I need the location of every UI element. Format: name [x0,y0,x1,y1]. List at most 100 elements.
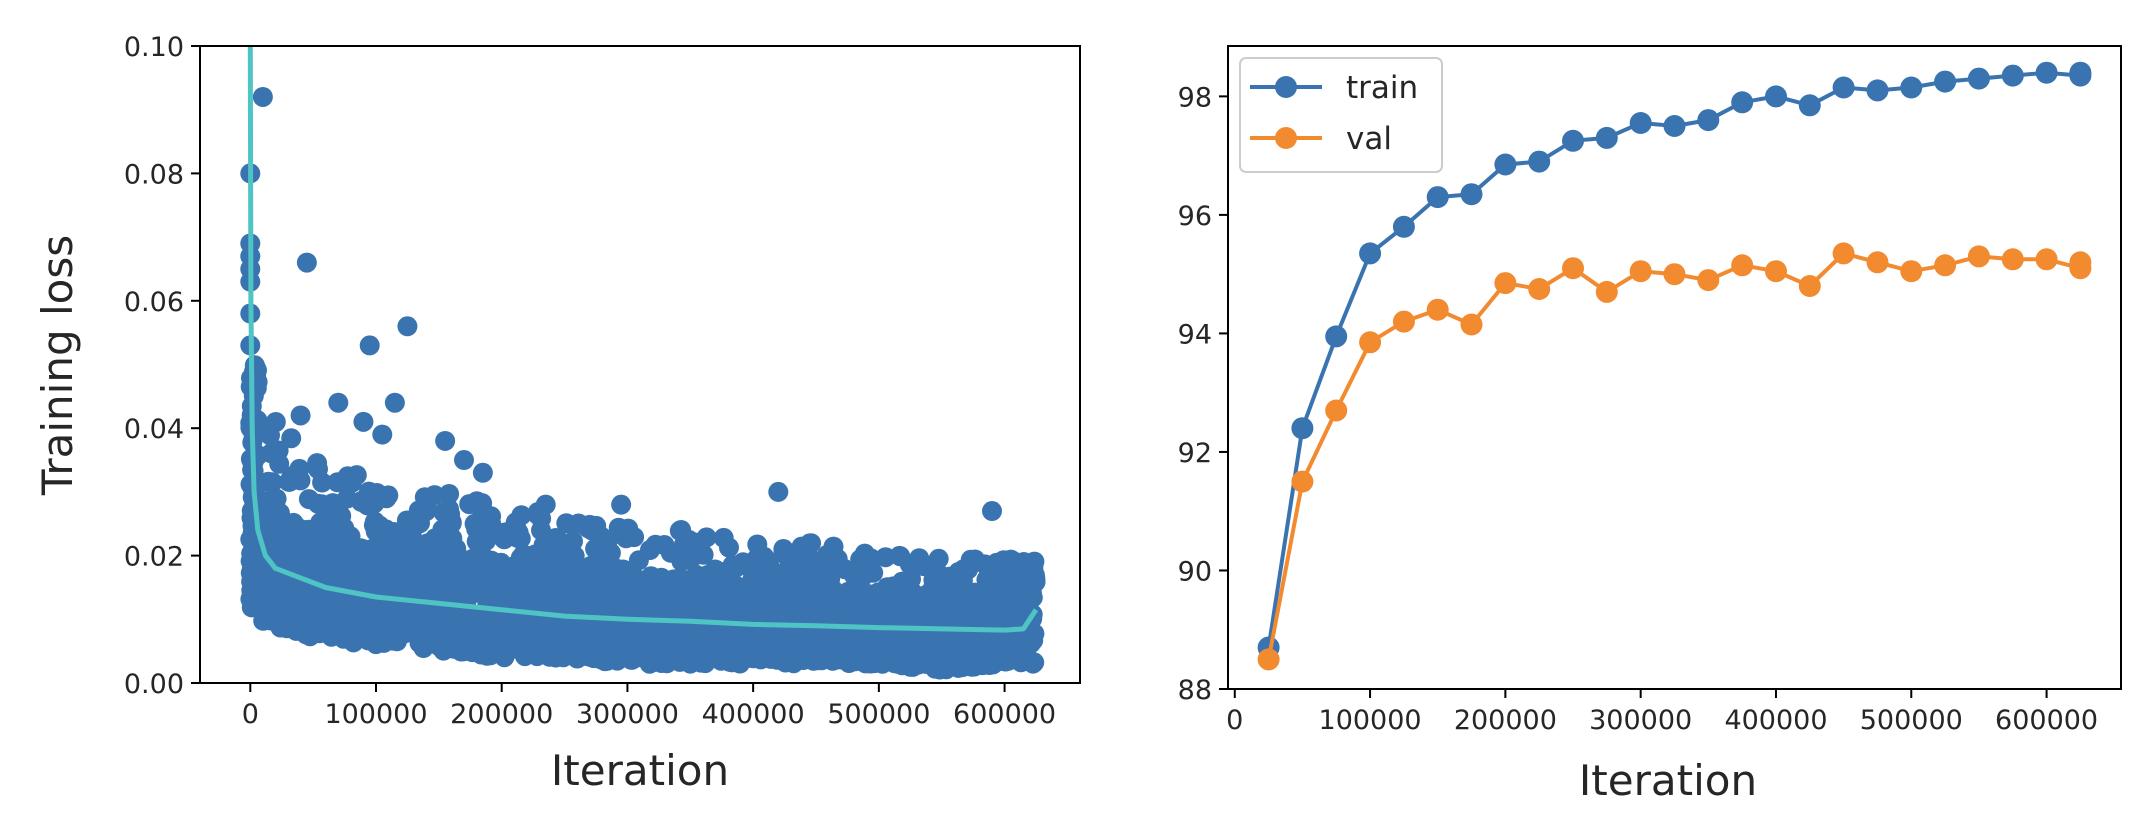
loss-point [776,566,797,587]
x-tick-label: 500000 [827,699,930,730]
val-series-point [1426,298,1449,321]
loss-point [351,569,372,589]
loss-point [696,527,717,548]
loss-point [552,558,573,579]
loss-x-axis-label: Iteration [551,746,729,795]
loss-point [820,554,841,575]
loss-point [393,600,414,621]
loss-point [281,428,302,449]
x-tick-label: 300000 [1589,705,1692,736]
loss-moving-average-line [247,46,1039,633]
loss-point [585,538,606,559]
loss-point [308,459,328,480]
loss-outlier-point [353,411,374,432]
loss-point [352,490,372,511]
val-series-point [1731,254,1754,277]
loss-plot-area [240,46,1046,680]
train-series-point [1629,112,1652,134]
loss-point [760,648,781,669]
train-series-point [1697,109,1720,132]
train-series-point [2035,61,2058,84]
x-tick-label: 200000 [1454,705,1557,736]
val-series-point [1291,470,1314,493]
loss-point [998,633,1019,654]
loss-point [823,536,844,557]
loss-point [263,510,284,531]
val-series-point [1325,399,1348,422]
loss-outlier-point [328,392,349,413]
x-tick-label: 400000 [702,699,805,730]
loss-point [417,533,438,554]
loss-outlier-point [535,494,556,515]
loss-point [628,550,649,571]
loss-point [648,646,669,667]
loss-point [312,546,333,567]
loss-point [401,544,421,565]
accuracy-axes-frame [1227,45,2122,690]
loss-point [512,586,533,607]
loss-point [329,598,350,619]
loss-point [523,563,544,583]
loss-point [414,610,435,630]
loss-point [449,584,469,604]
loss-point [464,513,485,534]
loss-point [414,627,435,648]
train-series-point [1494,153,1517,176]
legend-train-label: train [1346,70,1418,106]
train-series-point [1900,76,1923,99]
loss-point [959,586,980,606]
loss-point [742,575,763,596]
train-series-point [1866,79,1889,102]
loss-point [378,564,399,585]
loss-point [569,560,589,581]
loss-point [853,566,874,587]
train-series-point [1359,242,1382,265]
val-series-point [2001,248,2024,271]
loss-point [780,634,801,655]
loss-point [605,626,626,647]
x-tick-label: 200000 [450,699,553,730]
train-series-point [1967,67,1990,90]
loss-point [993,550,1014,571]
loss-point [454,610,475,631]
loss-point [747,534,768,555]
loss-point [323,561,344,582]
x-tick-label: 300000 [576,699,679,730]
y-tick-label: 98 [1178,82,1212,113]
loss-point [965,549,985,570]
loss-point [428,575,449,596]
val-series-point [2069,251,2092,274]
loss-point [282,521,303,542]
train-series-point [1460,183,1483,206]
loss-point [626,645,647,666]
loss-point [582,520,603,541]
loss-point [1013,552,1034,572]
loss-point [417,552,438,572]
loss-point [726,557,746,578]
loss-point [825,649,846,670]
loss-point [262,598,283,618]
loss-axes-frame [199,45,1081,684]
loss-point [940,568,961,589]
loss-point [346,597,367,618]
loss-point [530,607,550,628]
loss-outlier-point [252,86,273,107]
loss-point [526,643,546,663]
x-tick-label: 600000 [1995,705,2098,736]
loss-outlier-point [397,316,418,337]
x-tick-label: 0 [1226,705,1243,736]
loss-point [586,631,607,652]
val-series-line [1266,251,2083,660]
val-series-point [1934,254,1957,277]
train-series-point [1832,76,1855,99]
train-series-point [1934,70,1957,93]
val-series-point [1765,260,1787,283]
val-series-point [1629,260,1652,283]
y-tick-label: 0.00 [124,669,184,700]
loss-point [484,520,505,541]
loss-point [243,595,264,616]
loss-point [660,542,681,563]
loss-x-ticks: 0 100000 200000 300000 400000 500000 600000 [242,683,1056,730]
loss-point [467,621,488,642]
val-series-point [1900,260,1923,283]
